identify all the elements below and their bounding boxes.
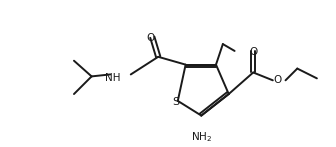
Text: O: O (274, 75, 282, 85)
Text: S: S (172, 97, 179, 107)
Text: NH: NH (106, 73, 121, 83)
Text: O: O (249, 47, 257, 57)
Text: NH$_2$: NH$_2$ (191, 130, 212, 144)
Text: O: O (146, 33, 155, 43)
